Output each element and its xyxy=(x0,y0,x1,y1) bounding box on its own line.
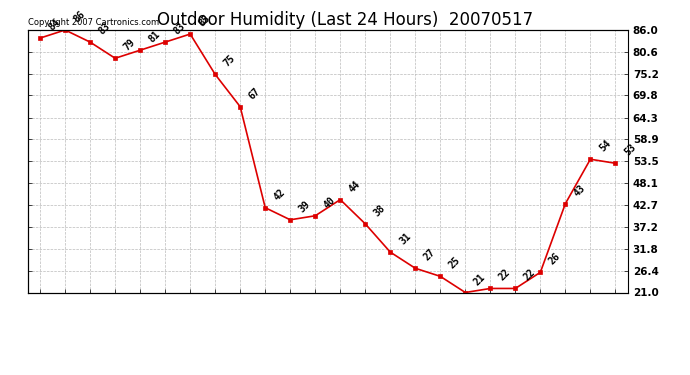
Text: 79: 79 xyxy=(122,38,137,53)
Text: 81: 81 xyxy=(147,29,162,45)
Text: 23:00: 23:00 xyxy=(611,297,620,328)
Text: 31: 31 xyxy=(397,231,413,246)
Text: 40: 40 xyxy=(322,195,337,210)
Text: 39: 39 xyxy=(297,199,313,214)
Text: 04:00: 04:00 xyxy=(135,297,145,328)
Text: 13:00: 13:00 xyxy=(360,297,371,328)
Text: 75: 75 xyxy=(222,54,237,69)
Text: 21:00: 21:00 xyxy=(560,297,571,328)
Text: Outdoor Humidity (Last 24 Hours)  20070517: Outdoor Humidity (Last 24 Hours) 2007051… xyxy=(157,11,533,29)
Text: 02:00: 02:00 xyxy=(85,297,95,328)
Text: 08:00: 08:00 xyxy=(235,297,245,328)
Text: 09:00: 09:00 xyxy=(260,297,270,328)
Text: 22: 22 xyxy=(497,267,513,283)
Text: 84: 84 xyxy=(47,17,62,33)
Text: 20:00: 20:00 xyxy=(535,297,545,328)
Text: 38: 38 xyxy=(372,203,388,218)
Text: 07:00: 07:00 xyxy=(210,297,220,328)
Text: 06:00: 06:00 xyxy=(185,297,195,328)
Text: 27: 27 xyxy=(422,248,437,263)
Text: 43: 43 xyxy=(572,183,588,198)
Text: 42: 42 xyxy=(272,187,288,202)
Text: Copyright 2007 Cartronics.com: Copyright 2007 Cartronics.com xyxy=(28,18,159,27)
Text: 10:00: 10:00 xyxy=(285,297,295,328)
Text: 16:00: 16:00 xyxy=(435,297,445,328)
Text: 05:00: 05:00 xyxy=(160,297,170,328)
Text: 67: 67 xyxy=(247,86,262,101)
Text: 14:00: 14:00 xyxy=(385,297,395,328)
Text: 18:00: 18:00 xyxy=(485,297,495,328)
Text: 22:00: 22:00 xyxy=(585,297,595,328)
Text: 21: 21 xyxy=(472,272,488,287)
Text: 25: 25 xyxy=(447,255,462,271)
Text: 00:00: 00:00 xyxy=(35,297,45,328)
Text: 15:00: 15:00 xyxy=(411,297,420,328)
Text: 11:00: 11:00 xyxy=(310,297,320,328)
Text: 83: 83 xyxy=(172,21,188,36)
Text: 17:00: 17:00 xyxy=(460,297,471,328)
Text: 86: 86 xyxy=(72,9,88,24)
Text: 03:00: 03:00 xyxy=(110,297,120,328)
Text: 44: 44 xyxy=(347,178,362,194)
Text: 85: 85 xyxy=(197,13,213,28)
Text: 12:00: 12:00 xyxy=(335,297,345,328)
Text: 26: 26 xyxy=(547,251,562,267)
Text: 19:00: 19:00 xyxy=(511,297,520,328)
Text: 01:00: 01:00 xyxy=(60,297,70,328)
Text: 54: 54 xyxy=(598,138,613,154)
Text: 22: 22 xyxy=(522,267,538,283)
Text: 53: 53 xyxy=(622,142,638,158)
Text: 83: 83 xyxy=(97,21,112,36)
